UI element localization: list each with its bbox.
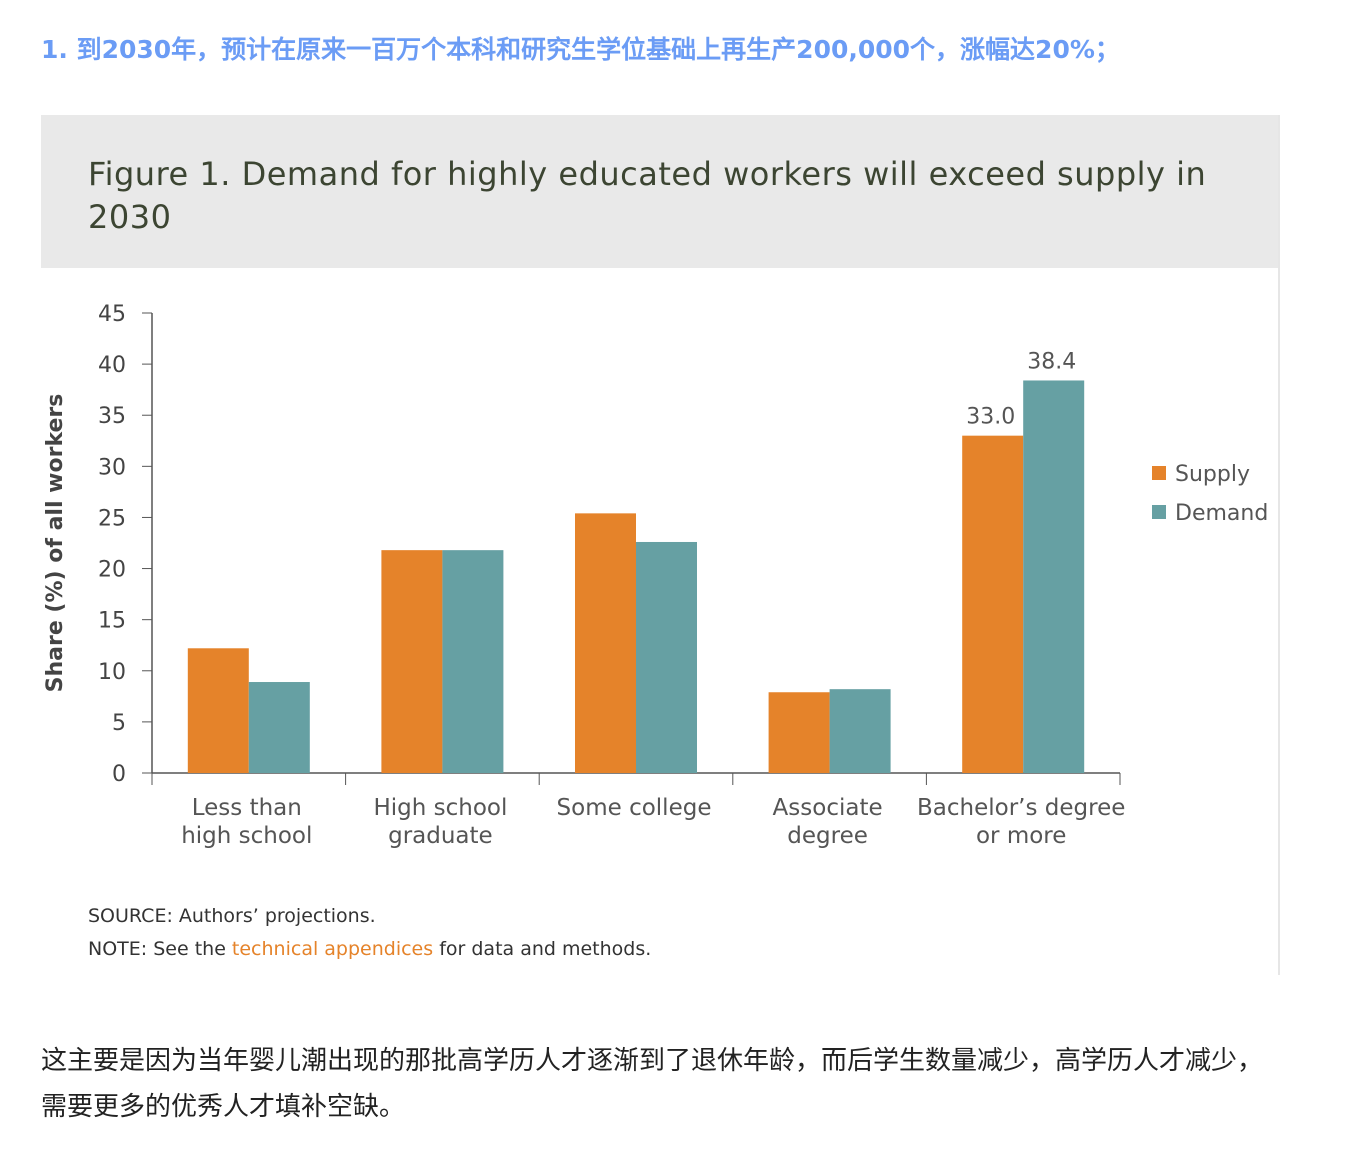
bar-supply (768, 692, 830, 773)
bar-demand (636, 541, 697, 773)
data-label: 38.4 (1027, 349, 1076, 374)
legend-label: Supply (1175, 462, 1250, 487)
y-tick-label: 40 (98, 353, 126, 378)
x-tick-label: Associate (773, 795, 883, 821)
y-tick-label: 0 (112, 762, 126, 787)
bar-supply (381, 550, 443, 773)
x-tick-label: high school (181, 823, 312, 849)
figure-notes: SOURCE: Authors’ projections. NOTE: See … (88, 900, 651, 966)
x-tick-label: Less than (192, 795, 302, 821)
note-suffix: for data and methods. (433, 938, 652, 960)
y-tick-label: 20 (98, 558, 126, 583)
x-tick-label: graduate (388, 823, 493, 849)
note-text: NOTE: See the technical appendices for d… (88, 933, 651, 966)
y-tick-label: 35 (98, 404, 126, 429)
y-tick-label: 5 (112, 711, 126, 736)
bar-demand (829, 689, 891, 773)
figure-title: Figure 1. Demand for highly educated wor… (88, 155, 1207, 236)
y-tick-label: 30 (98, 455, 126, 480)
source-text: SOURCE: Authors’ projections. (88, 905, 376, 927)
data-label: 33.0 (966, 405, 1015, 430)
bar-demand (1023, 380, 1085, 773)
y-axis-label: Share (%) of all workers (43, 394, 68, 693)
x-tick-label: or more (976, 823, 1066, 849)
y-tick-label: 10 (98, 660, 126, 685)
legend-swatch-supply (1152, 466, 1166, 480)
x-tick-label: degree (787, 823, 868, 849)
figure-header: Figure 1. Demand for highly educated wor… (41, 115, 1278, 268)
legend-swatch-demand (1152, 505, 1166, 519)
note-prefix: NOTE: See the (88, 938, 232, 960)
bar-supply (187, 648, 249, 773)
x-tick-label: High school (373, 795, 507, 821)
bar-demand (442, 550, 504, 773)
y-tick-label: 15 (98, 609, 126, 634)
legend-label: Demand (1175, 501, 1268, 526)
x-tick-label: Bachelor’s degree (917, 795, 1125, 821)
bar-chart: 0 5 10 15 20 25 30 35 40 45 Share (%) of all worke… (43, 302, 1268, 849)
bar-demand (248, 682, 310, 773)
bar-supply (962, 435, 1024, 773)
x-tick-label: Some college (557, 795, 712, 821)
section-heading: 1. 到2030年，预计在原来一百万个本科和研究生学位基础上再生产200,000… (41, 35, 1120, 64)
bar-supply (575, 513, 636, 773)
y-tick-label: 25 (98, 506, 126, 531)
y-tick-label: 45 (98, 302, 126, 327)
technical-appendices-link[interactable]: technical appendices (231, 938, 434, 960)
body-paragraph: 这主要是因为当年婴儿潮出现的那批高学历人才逐渐到了退休年龄，而后学生数量减少，高… (41, 1046, 1264, 1122)
